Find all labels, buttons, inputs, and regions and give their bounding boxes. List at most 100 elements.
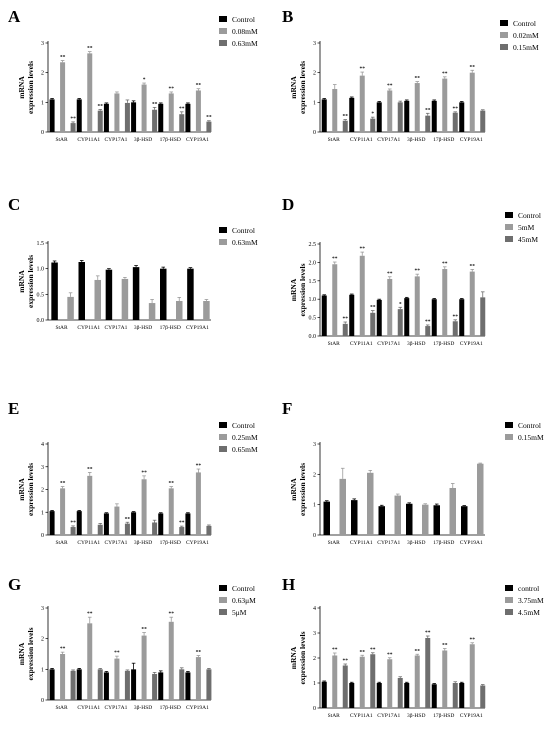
x-category-label-3: CYP17A1 xyxy=(377,540,400,546)
bar-a-s1-c5 xyxy=(158,103,164,132)
x-category-label-2: CYP11A1 xyxy=(350,341,373,347)
bar-d-s2-c2 xyxy=(359,255,365,336)
bar-h-s3-c4 xyxy=(425,638,431,708)
legend-label-3: 0.65mM xyxy=(232,445,258,454)
bar-d-s1-c1 xyxy=(321,295,327,336)
y-axis-label-line-1: mRNA xyxy=(17,76,26,99)
bar-e-s2-c5 xyxy=(168,488,174,535)
x-category-label-2: CYP11A1 xyxy=(350,713,373,719)
bar-g-s1-c2 xyxy=(76,669,82,700)
x-category-label-4: 3β-HSD xyxy=(134,540,152,546)
y-axis-label-line-1: mRNA xyxy=(17,642,26,665)
y-tick-label: 3 xyxy=(41,41,44,47)
y-axis-label-line-2: expression levels xyxy=(26,61,35,114)
bar-c-s1-c1 xyxy=(51,262,58,320)
significance-marker: ** xyxy=(470,263,476,269)
legend-swatch xyxy=(500,44,508,50)
bar-h-s1-c3 xyxy=(376,683,382,708)
y-axis-label-line-2: expression levels xyxy=(298,263,307,316)
legend-label-3: 45mM xyxy=(518,235,538,244)
bar-b-s3-c6 xyxy=(480,110,486,132)
bar-g-s2-c1 xyxy=(60,654,66,700)
significance-marker: ** xyxy=(332,647,338,653)
y-axis-label-line-2: expression levels xyxy=(298,61,307,114)
y-tick-label: 1.0 xyxy=(309,297,317,303)
bar-g-s1-c3 xyxy=(103,672,109,700)
bar-e-s1-c2 xyxy=(76,511,82,535)
bar-e-s2-c4 xyxy=(141,479,147,535)
bar-f-s1-c6 xyxy=(461,506,468,535)
significance-marker: ** xyxy=(442,71,448,77)
significance-marker: ** xyxy=(60,481,66,487)
bar-b-s2-c2 xyxy=(359,75,365,132)
bar-f-s1-c3 xyxy=(378,506,385,535)
x-category-label-2: CYP11A1 xyxy=(77,137,100,143)
legend-swatch xyxy=(219,434,227,440)
bar-e-s3-c1 xyxy=(70,527,76,535)
bar-g-s3-c3 xyxy=(124,670,130,700)
y-tick-label: 1 xyxy=(313,100,316,106)
significance-marker: ** xyxy=(425,107,431,113)
legend-label-3: 0.63mM xyxy=(232,39,258,48)
bar-h-s2-c2 xyxy=(359,656,365,708)
legend-label-1: Control xyxy=(232,15,255,24)
bar-a-s1-c3 xyxy=(103,103,109,132)
y-tick-label: 2.0 xyxy=(309,260,317,266)
x-category-label-4: 3β-HSD xyxy=(407,137,425,143)
x-category-label-1: StAR xyxy=(328,540,341,546)
bar-b-s2-c5 xyxy=(442,78,448,132)
significance-marker: ** xyxy=(387,83,393,89)
bar-e-s1-c3 xyxy=(103,513,109,535)
bar-f-s2-c2 xyxy=(367,472,374,535)
x-category-label-5: 17β-HSD xyxy=(433,137,454,143)
bar-d-s3-c1 xyxy=(342,323,348,336)
y-axis-label-line-1: mRNA xyxy=(289,478,298,501)
significance-marker: ** xyxy=(87,611,93,617)
significance-marker: ** xyxy=(196,463,202,469)
bar-b-s2-c4 xyxy=(414,83,420,132)
significance-marker: ** xyxy=(453,106,459,112)
legend-label-1: Control xyxy=(518,211,541,220)
legend-swatch xyxy=(505,597,513,603)
legend-label-2: 0.02mM xyxy=(513,31,539,40)
x-category-label-2: CYP11A1 xyxy=(77,325,100,331)
bar-c-s2-c4 xyxy=(148,303,156,320)
bar-a-s3-c2 xyxy=(97,110,103,132)
legend-label-1: Control xyxy=(232,421,255,430)
legend-swatch xyxy=(505,585,513,591)
bar-d-s2-c4 xyxy=(414,276,420,336)
legend-swatch xyxy=(219,16,227,22)
legend-swatch xyxy=(505,224,513,230)
y-tick-label: 2.5 xyxy=(309,242,317,248)
bar-a-s3-c4 xyxy=(152,109,158,132)
bar-d-s3-c2 xyxy=(370,312,376,336)
y-tick-label: 4 xyxy=(41,442,44,448)
bar-b-s3-c1 xyxy=(342,120,348,132)
y-tick-label: 0 xyxy=(313,706,316,712)
bar-e-s3-c6 xyxy=(206,525,212,535)
bar-h-s2-c1 xyxy=(332,655,338,708)
bar-d-s1-c4 xyxy=(404,298,410,336)
legend-label-1: Control xyxy=(232,226,255,235)
significance-marker: ** xyxy=(360,649,366,655)
bar-e-s1-c4 xyxy=(131,512,137,535)
y-tick-label: 2 xyxy=(313,656,316,662)
bar-b-s1-c1 xyxy=(321,99,327,132)
bar-a-s2-c2 xyxy=(87,53,93,133)
bar-b-s1-c4 xyxy=(404,100,410,132)
y-tick-label: 0.5 xyxy=(309,316,317,322)
significance-marker: ** xyxy=(370,647,376,653)
significance-marker: ** xyxy=(442,643,448,649)
y-tick-label: 0.0 xyxy=(37,318,45,324)
bar-a-s3-c3 xyxy=(124,102,130,132)
bar-a-s3-c6 xyxy=(206,121,212,132)
x-category-label-1: StAR xyxy=(55,137,68,143)
legend-label-2: 0.63μM xyxy=(232,596,256,605)
x-category-label-1: StAR xyxy=(328,137,341,143)
bar-a-s1-c6 xyxy=(185,103,191,132)
bar-f-s1-c2 xyxy=(351,500,358,535)
bar-g-s1-c5 xyxy=(158,672,164,700)
bar-d-s1-c3 xyxy=(376,299,382,336)
y-axis-label-line-1: mRNA xyxy=(289,76,298,99)
x-category-label-1: StAR xyxy=(55,540,68,546)
